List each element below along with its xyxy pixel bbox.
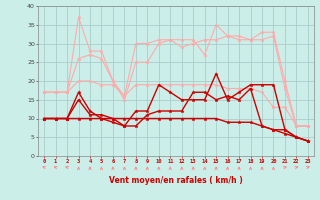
X-axis label: Vent moyen/en rafales ( km/h ): Vent moyen/en rafales ( km/h )	[109, 176, 243, 185]
